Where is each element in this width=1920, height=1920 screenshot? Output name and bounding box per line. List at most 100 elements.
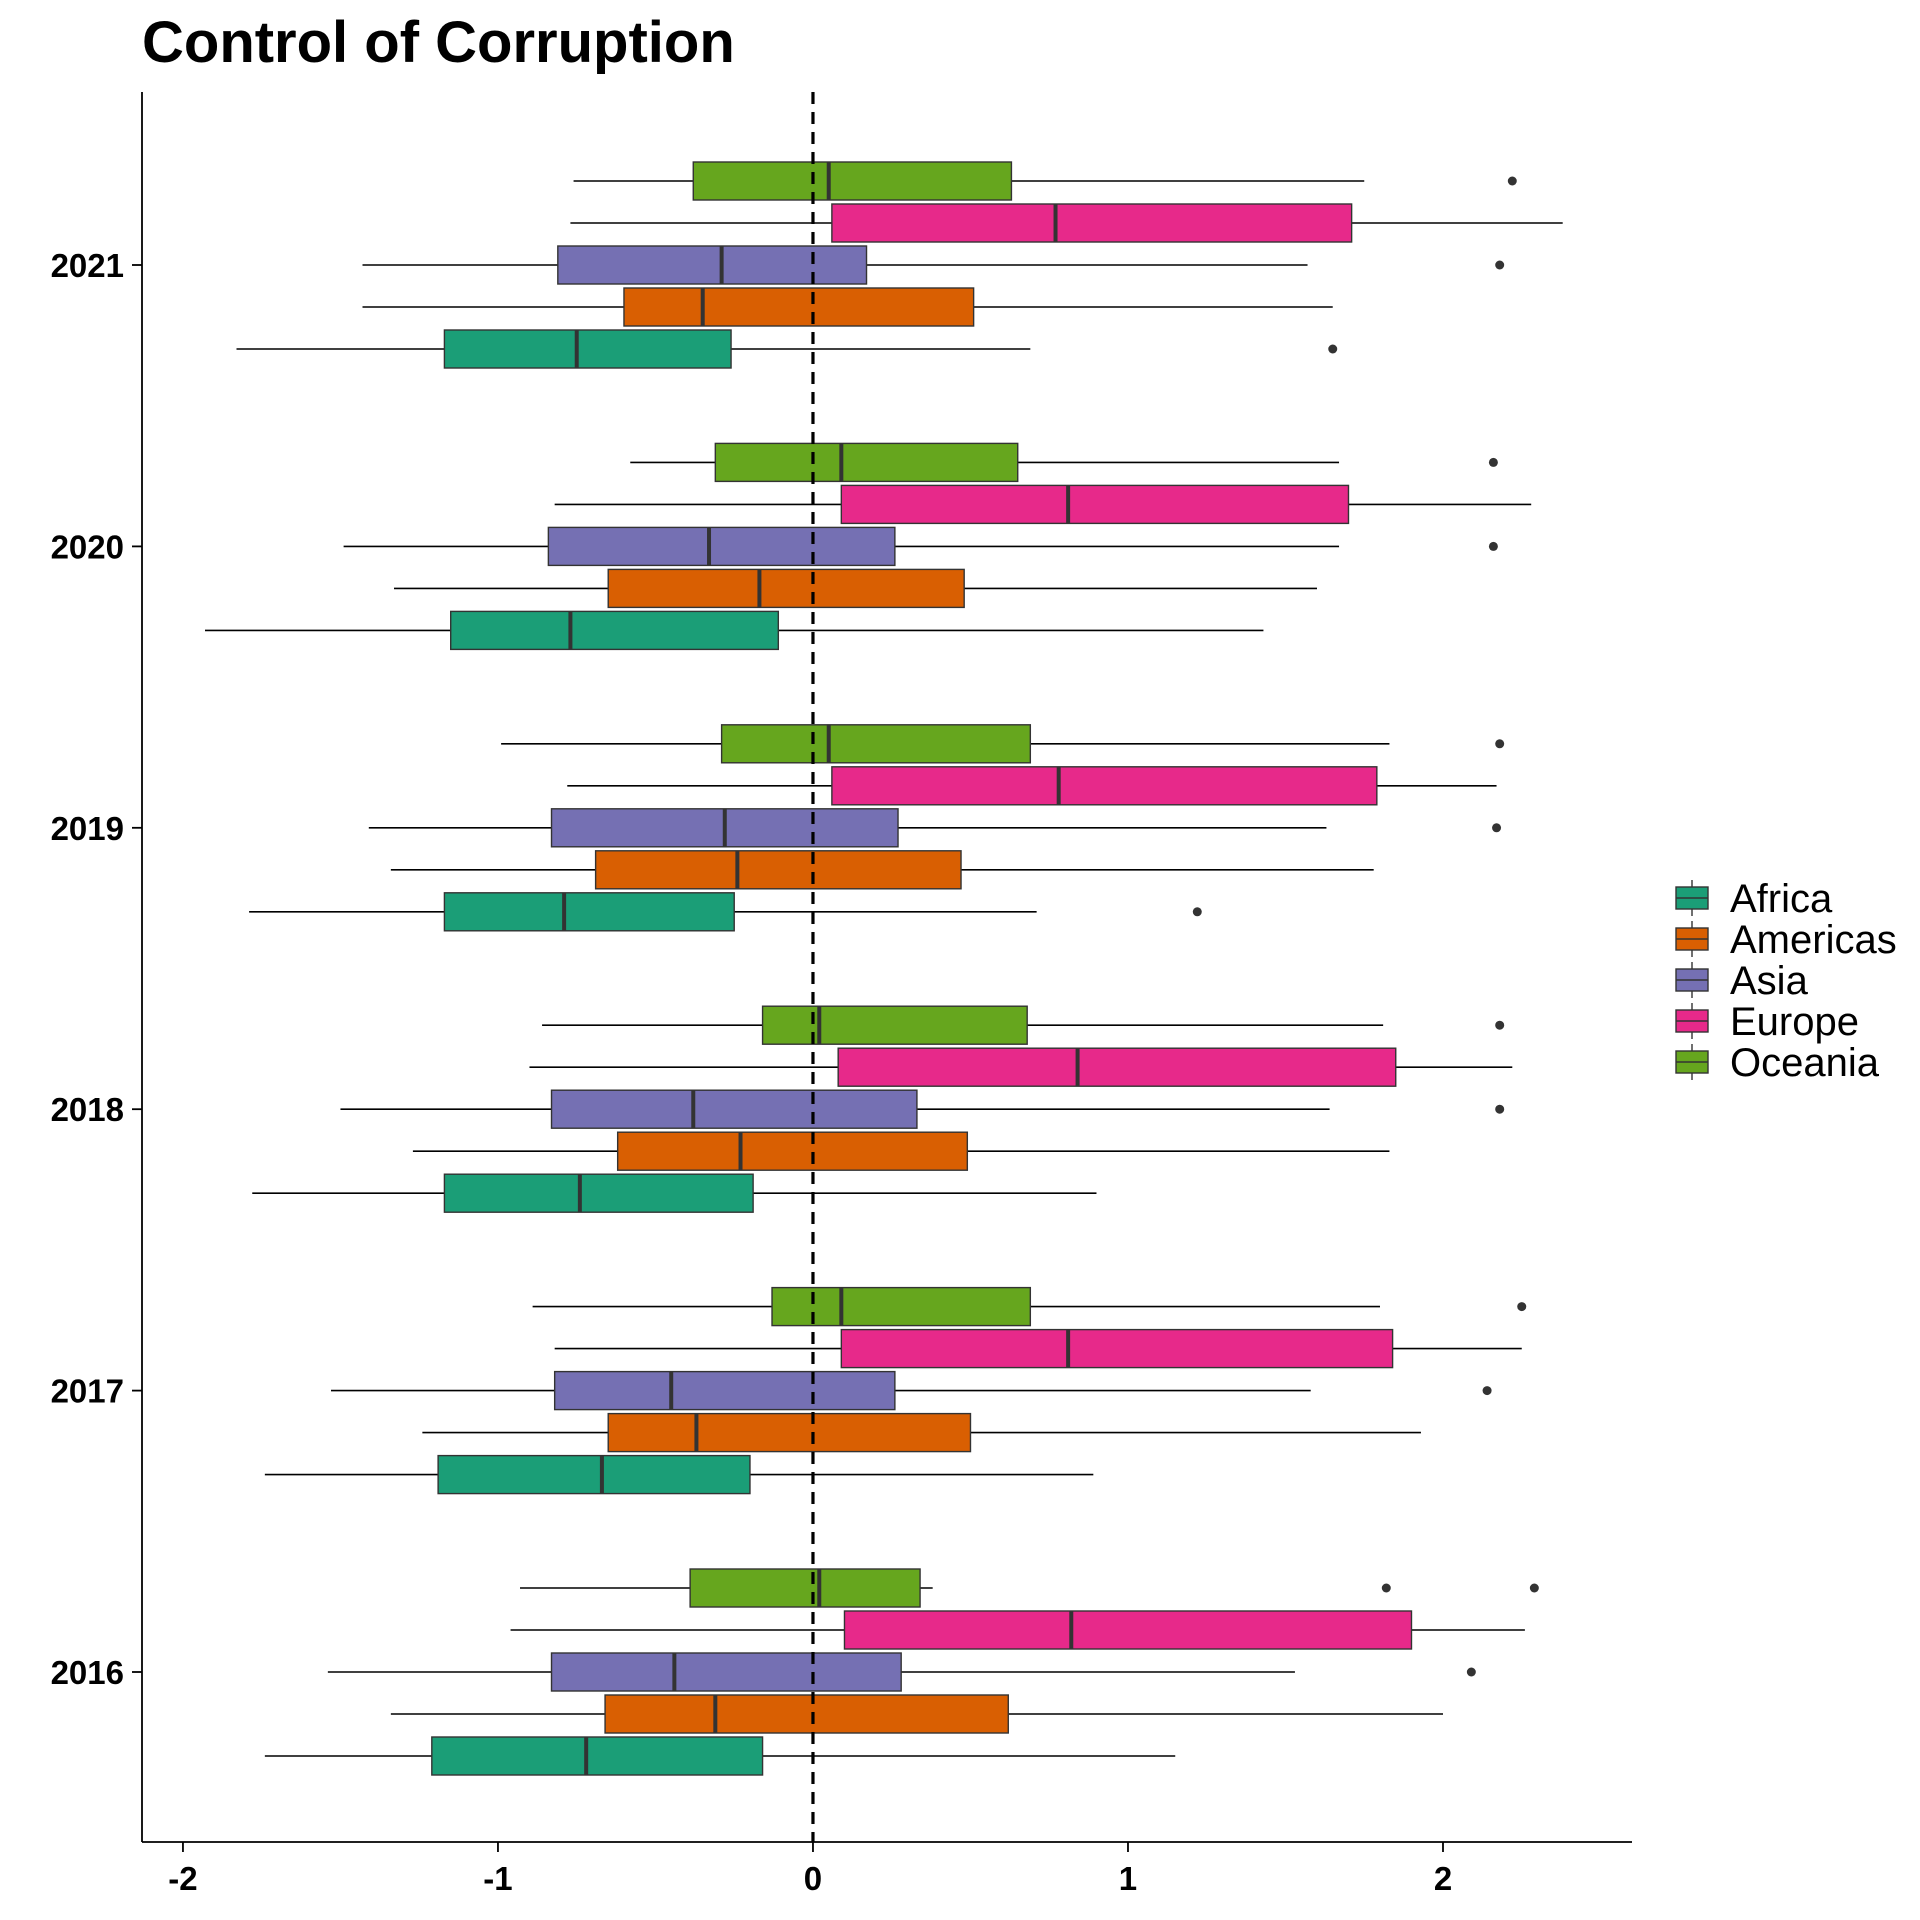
outlier-point — [1495, 1104, 1505, 1114]
legend-label: Africa — [1730, 877, 1833, 921]
outlier-point — [1495, 260, 1505, 270]
box-iqr — [843, 1610, 1413, 1650]
box-iqr — [623, 287, 975, 327]
box-iqr — [550, 1089, 918, 1129]
box-group-africa-2019 — [249, 892, 1202, 932]
box-group-americas-2016 — [390, 1694, 1443, 1734]
box-group-europe-2020 — [554, 484, 1532, 525]
box-iqr — [689, 1568, 921, 1608]
plot-area — [205, 92, 1563, 1842]
box-group-americas-2020 — [394, 568, 1317, 609]
box-iqr — [431, 1736, 764, 1776]
x-tick-label: -1 — [483, 1860, 512, 1897]
box-group-asia-2020 — [343, 526, 1498, 567]
box-iqr — [714, 442, 1019, 483]
legend-entry-oceania: Oceania — [1675, 1041, 1880, 1085]
outlier-point — [1492, 823, 1502, 833]
box-iqr — [443, 892, 735, 932]
box-iqr — [831, 766, 1378, 806]
outlier-point — [1507, 176, 1517, 186]
outlier-point — [1466, 1667, 1476, 1677]
outlier-point — [1328, 344, 1338, 354]
box-iqr — [771, 1286, 1032, 1327]
legend-entry-africa: Africa — [1675, 877, 1833, 921]
box-iqr — [840, 484, 1350, 525]
box-group-africa-2020 — [205, 610, 1264, 651]
legend-entry-europe: Europe — [1675, 1000, 1859, 1044]
box-group-europe-2019 — [567, 766, 1497, 806]
box-iqr — [437, 1454, 751, 1495]
box-iqr — [607, 568, 965, 609]
box-group-africa-2018 — [252, 1173, 1097, 1213]
y-tick-label: 2018 — [51, 1091, 124, 1128]
box-group-europe-2021 — [570, 203, 1563, 243]
box-group-oceania-2016 — [520, 1568, 1539, 1608]
box-group-asia-2017 — [331, 1370, 1492, 1411]
box-iqr — [831, 203, 1353, 243]
y-tick-label: 2021 — [51, 247, 124, 284]
box-iqr — [557, 245, 868, 285]
box-group-oceania-2018 — [542, 1005, 1505, 1045]
legend-label: Oceania — [1730, 1041, 1880, 1085]
box-group-europe-2016 — [510, 1610, 1525, 1650]
box-iqr — [604, 1694, 1009, 1734]
box-iqr — [553, 1370, 896, 1411]
box-group-asia-2019 — [368, 808, 1502, 848]
outlier-point — [1482, 1386, 1492, 1396]
box-group-oceania-2019 — [501, 724, 1505, 764]
box-group-africa-2016 — [264, 1736, 1176, 1776]
box-group-oceania-2021 — [573, 161, 1517, 201]
box-group-oceania-2017 — [532, 1286, 1527, 1327]
box-iqr — [443, 1173, 754, 1213]
x-tick-label: 2 — [1434, 1860, 1452, 1897]
y-tick-label: 2016 — [51, 1654, 124, 1691]
chart-title: Control of Corruption — [142, 10, 735, 75]
box-group-asia-2021 — [362, 245, 1505, 285]
box-iqr — [547, 526, 896, 567]
outlier-point — [1529, 1583, 1539, 1593]
box-group-americas-2017 — [422, 1412, 1421, 1453]
outlier-point — [1192, 907, 1202, 917]
box-iqr — [607, 1412, 972, 1453]
box-iqr — [443, 329, 732, 369]
x-tick-label: 0 — [804, 1860, 822, 1897]
outlier-point — [1517, 1302, 1527, 1312]
box-iqr — [550, 1652, 902, 1692]
box-group-asia-2018 — [340, 1089, 1505, 1129]
axes: -2 -1 0 1 2 2016 2017 2018 2019 2020 2021 — [51, 92, 1632, 1897]
box-iqr — [761, 1005, 1028, 1045]
y-tick-label: 2019 — [51, 810, 124, 847]
box-iqr — [594, 850, 962, 890]
outlier-point — [1495, 739, 1505, 749]
box-iqr — [720, 724, 1032, 764]
box-iqr — [840, 1328, 1394, 1369]
outlier-point — [1381, 1583, 1391, 1593]
legend-label: Americas — [1730, 918, 1897, 962]
box-group-europe-2017 — [554, 1328, 1522, 1369]
y-tick-label: 2017 — [51, 1373, 124, 1410]
box-group-americas-2018 — [412, 1131, 1390, 1171]
x-tick-label: 1 — [1119, 1860, 1137, 1897]
box-group-africa-2017 — [264, 1454, 1094, 1495]
legend-entry-americas: Americas — [1675, 918, 1897, 962]
x-tick-label: -2 — [168, 1860, 197, 1897]
box-group-asia-2016 — [327, 1652, 1476, 1692]
box-iqr — [450, 610, 780, 651]
outlier-point — [1495, 1020, 1505, 1030]
y-tick-label: 2020 — [51, 528, 124, 565]
box-group-europe-2018 — [529, 1047, 1513, 1087]
box-iqr — [692, 161, 1013, 201]
box-iqr — [837, 1047, 1397, 1087]
box-iqr — [616, 1131, 969, 1171]
legend-label: Asia — [1730, 959, 1809, 1003]
box-group-oceania-2020 — [630, 442, 1498, 483]
legend-label: Europe — [1730, 1000, 1859, 1044]
outlier-point — [1488, 457, 1498, 467]
box-group-americas-2019 — [390, 850, 1374, 890]
legend-entry-asia: Asia — [1675, 959, 1809, 1003]
outlier-point — [1488, 541, 1498, 551]
box-group-africa-2021 — [236, 329, 1338, 369]
box-group-americas-2021 — [362, 287, 1333, 327]
